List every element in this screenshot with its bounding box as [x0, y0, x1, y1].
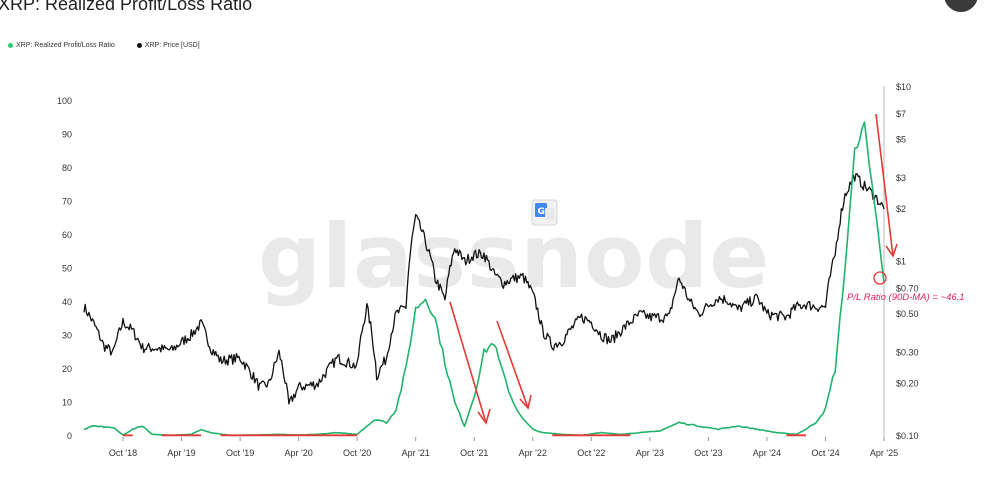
x-tick-label: Apr '22 — [519, 448, 547, 458]
chart-title: XRP: Realized Profit/Loss Ratio — [0, 0, 253, 14]
right-tick-label: $2 — [896, 204, 906, 214]
red-arrow-3-head — [885, 243, 898, 258]
legend-label-price: XRP: Price [USD] — [144, 42, 200, 49]
legend: XRP: Realized Profit/Loss Ratio XRP: Pri… — [8, 42, 200, 49]
left-tick-label: 70 — [62, 197, 72, 207]
red-arrow-2 — [496, 320, 529, 409]
right-tick-label: $10 — [896, 82, 911, 92]
x-tick-label: Oct '22 — [577, 448, 605, 458]
left-tick-label: 20 — [62, 364, 72, 374]
avatar[interactable] — [944, 0, 978, 12]
right-tick-label: $0.20 — [896, 378, 919, 388]
left-tick-label: 60 — [62, 230, 72, 240]
price-series — [83, 172, 885, 405]
red-arrow-2-head — [519, 394, 532, 410]
red-arrow-1 — [449, 301, 487, 424]
legend-dot-price — [136, 43, 142, 48]
annotation-circle — [873, 271, 887, 285]
x-tick-label: Oct '18 — [109, 448, 137, 458]
x-tick-label: Apr '25 — [870, 448, 898, 458]
x-tick-label: Oct '20 — [343, 448, 371, 458]
right-tick-label: $7 — [896, 109, 906, 119]
legend-label-ratio: XRP: Realized Profit/Loss Ratio — [16, 42, 115, 49]
x-tick-label: Apr '19 — [167, 448, 195, 458]
right-tick-label: $0.50 — [896, 309, 919, 319]
x-tick-label: Oct '19 — [226, 448, 254, 458]
red-arrow-3 — [875, 113, 894, 257]
right-tick-label: $1 — [896, 257, 906, 267]
ratio-line — [83, 121, 885, 437]
x-tick-label: Oct '23 — [694, 448, 722, 458]
watermark: glassnode — [258, 205, 770, 308]
left-tick-label: 50 — [62, 264, 72, 274]
left-tick-label: 10 — [62, 398, 72, 408]
red-arrow-1-head — [477, 408, 491, 425]
legend-item-price[interactable]: XRP: Price [USD] — [136, 42, 200, 49]
right-tick-label: $0.10 — [896, 431, 919, 441]
x-axis: Oct '18 Apr '19 Oct '19 Apr '20 Oct '20 Apr '… — [109, 437, 898, 458]
x-tick-label: Apr '20 — [285, 448, 313, 458]
left-tick-label: 0 — [67, 431, 72, 441]
right-tick-label: $0.70 — [896, 284, 919, 294]
right-tick-label: $0.30 — [896, 348, 919, 358]
left-tick-label: 30 — [62, 331, 72, 341]
right-axis: $0.10 $0.20 $0.30 $0.50 $0.70 $1 $2 $3 $5 $7 $10 — [896, 82, 919, 441]
left-tick-label: 100 — [57, 96, 72, 106]
left-tick-label: 80 — [62, 163, 72, 173]
x-tick-label: Oct '24 — [811, 448, 839, 458]
annotation-label: P/L Ratio (90D-MA) = ~46.1 — [847, 292, 965, 303]
annotation-arrows — [449, 113, 898, 425]
x-tick-label: Apr '23 — [636, 448, 664, 458]
x-tick-label: Oct '21 — [460, 448, 488, 458]
right-tick-label: $3 — [896, 173, 906, 183]
left-axis: 0 10 20 30 40 50 60 70 80 90 100 — [57, 96, 72, 441]
left-tick-label: 90 — [62, 130, 72, 140]
translate-icon[interactable]: G — [531, 199, 558, 226]
ratio-series — [83, 121, 885, 437]
right-tick-label: $5 — [896, 135, 906, 145]
legend-item-ratio[interactable]: XRP: Realized Profit/Loss Ratio — [8, 42, 115, 49]
legend-dot-ratio — [8, 43, 13, 48]
price-line — [83, 172, 885, 405]
left-tick-label: 40 — [62, 297, 72, 307]
x-tick-label: Apr '21 — [402, 448, 430, 458]
svg-text:G: G — [538, 207, 545, 217]
x-tick-label: Apr '24 — [753, 448, 781, 458]
